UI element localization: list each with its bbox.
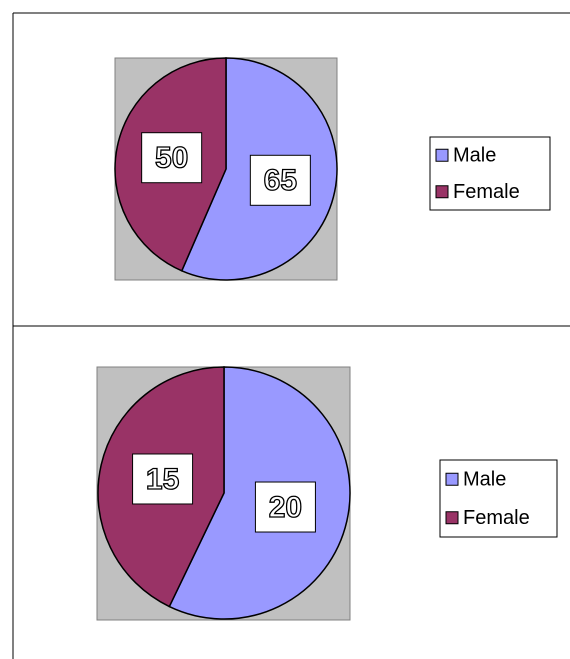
data-label-box <box>249 154 311 206</box>
legend-swatch <box>435 148 449 162</box>
legend-label: Male <box>463 469 506 491</box>
data-label: 15 <box>146 463 179 496</box>
data-label-box <box>141 132 203 184</box>
legend <box>429 136 551 211</box>
data-label: 20 <box>269 491 302 524</box>
data-label-box <box>132 453 194 505</box>
legend-swatch <box>435 185 449 199</box>
legend-swatch <box>445 511 459 525</box>
legend-label: Female <box>463 507 530 529</box>
legend-swatch <box>445 472 459 486</box>
data-label: 50 <box>155 142 188 175</box>
data-label: 65 <box>264 164 297 197</box>
legend-label: Female <box>453 181 520 203</box>
legend <box>439 459 558 538</box>
legend-label: Male <box>453 145 496 167</box>
data-label-box <box>254 481 316 533</box>
